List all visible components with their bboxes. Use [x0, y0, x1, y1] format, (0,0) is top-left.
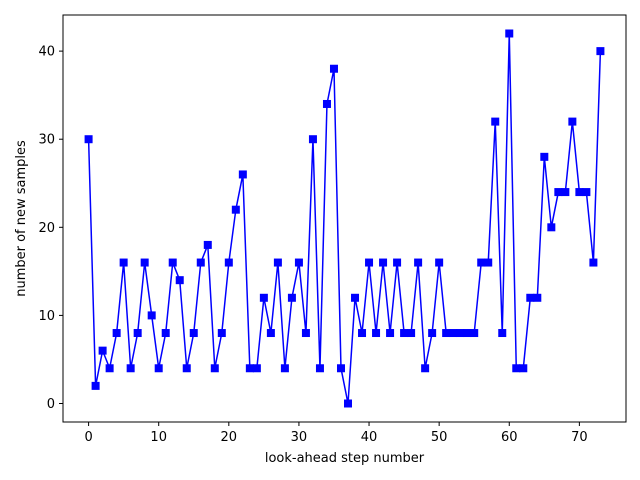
data-point-marker — [322, 99, 331, 108]
data-point-marker — [428, 329, 437, 338]
data-point-marker — [575, 188, 584, 197]
data-point-marker — [435, 258, 444, 267]
data-point-marker — [533, 293, 542, 302]
y-tick-label: 30 — [38, 133, 55, 148]
data-point-marker — [596, 47, 605, 56]
data-point-marker — [456, 329, 465, 338]
data-point-marker — [196, 258, 205, 267]
data-point-marker — [210, 364, 219, 373]
data-point-marker — [315, 364, 324, 373]
data-point-marker — [84, 135, 93, 144]
data-point-marker — [589, 258, 598, 267]
data-point-marker — [294, 258, 303, 267]
x-axis-label: look-ahead step number — [265, 451, 425, 466]
data-point-marker — [505, 29, 514, 38]
data-point-marker — [491, 117, 500, 126]
x-tick-label: 70 — [571, 430, 588, 445]
data-point-marker — [498, 329, 507, 338]
axes-frame — [62, 14, 627, 423]
x-tick-label: 40 — [361, 430, 378, 445]
y-tick-label: 10 — [38, 309, 55, 324]
x-tick-label: 10 — [150, 430, 167, 445]
x-tick-label: 60 — [501, 430, 518, 445]
data-point-marker — [140, 258, 149, 267]
data-point-marker — [161, 329, 170, 338]
data-point-marker — [393, 258, 402, 267]
data-point-marker — [126, 364, 135, 373]
x-tick-label: 20 — [221, 430, 238, 445]
y-axis-ticks: 0 10 20 30 40 — [38, 45, 63, 412]
data-point-marker — [301, 329, 310, 338]
data-point-marker — [203, 240, 212, 249]
data-point-marker — [484, 258, 493, 267]
data-point-marker — [238, 170, 247, 179]
data-point-marker — [568, 117, 577, 126]
y-tick-label: 20 — [38, 221, 55, 236]
data-point-marker — [245, 364, 254, 373]
data-point-marker — [147, 311, 156, 320]
data-point-marker — [540, 152, 549, 161]
data-point-marker — [512, 364, 521, 373]
y-tick-label: 0 — [47, 397, 55, 412]
data-point-marker — [182, 364, 191, 373]
data-point-marker — [463, 329, 472, 338]
data-point-marker — [217, 329, 226, 338]
data-point-marker — [231, 205, 240, 214]
data-point-marker — [287, 293, 296, 302]
data-point-marker — [224, 258, 233, 267]
data-point-marker — [133, 329, 142, 338]
data-point-marker — [400, 329, 409, 338]
series-layer — [84, 29, 605, 408]
data-point-marker — [561, 188, 570, 197]
data-point-marker — [308, 135, 317, 144]
data-point-marker — [105, 364, 114, 373]
data-point-marker — [407, 329, 416, 338]
data-point-marker — [329, 64, 338, 73]
data-point-marker — [421, 364, 430, 373]
data-point-marker — [259, 293, 268, 302]
data-point-marker — [470, 329, 479, 338]
data-point-marker — [358, 329, 367, 338]
data-point-marker — [449, 329, 458, 338]
data-point-marker — [379, 258, 388, 267]
data-point-marker — [280, 364, 289, 373]
data-point-marker — [519, 364, 528, 373]
data-point-marker — [351, 293, 360, 302]
data-point-marker — [189, 329, 198, 338]
data-point-marker — [526, 293, 535, 302]
series-line — [87, 32, 602, 405]
y-axis-label: number of new samples — [14, 140, 29, 297]
data-point-marker — [442, 329, 451, 338]
data-point-marker — [252, 364, 261, 373]
data-point-marker — [112, 329, 121, 338]
data-point-marker — [477, 258, 486, 267]
data-point-marker — [554, 188, 563, 197]
data-point-marker — [154, 364, 163, 373]
data-point-marker — [372, 329, 381, 338]
data-point-marker — [547, 223, 556, 232]
x-tick-label: 30 — [291, 430, 308, 445]
data-point-marker — [414, 258, 423, 267]
data-point-marker — [344, 399, 353, 408]
data-point-marker — [91, 381, 100, 390]
data-point-marker — [98, 346, 107, 355]
data-point-marker — [365, 258, 374, 267]
data-point-marker — [168, 258, 177, 267]
data-point-marker — [119, 258, 128, 267]
x-axis-ticks: 0 10 20 30 40 50 60 70 — [84, 422, 588, 445]
data-point-marker — [273, 258, 282, 267]
data-point-marker — [175, 276, 184, 285]
data-point-marker — [336, 364, 345, 373]
data-point-marker — [582, 188, 591, 197]
x-tick-label: 0 — [84, 430, 92, 445]
y-tick-label: 40 — [38, 45, 55, 60]
data-point-marker — [266, 329, 275, 338]
x-tick-label: 50 — [431, 430, 448, 445]
data-point-marker — [386, 329, 395, 338]
